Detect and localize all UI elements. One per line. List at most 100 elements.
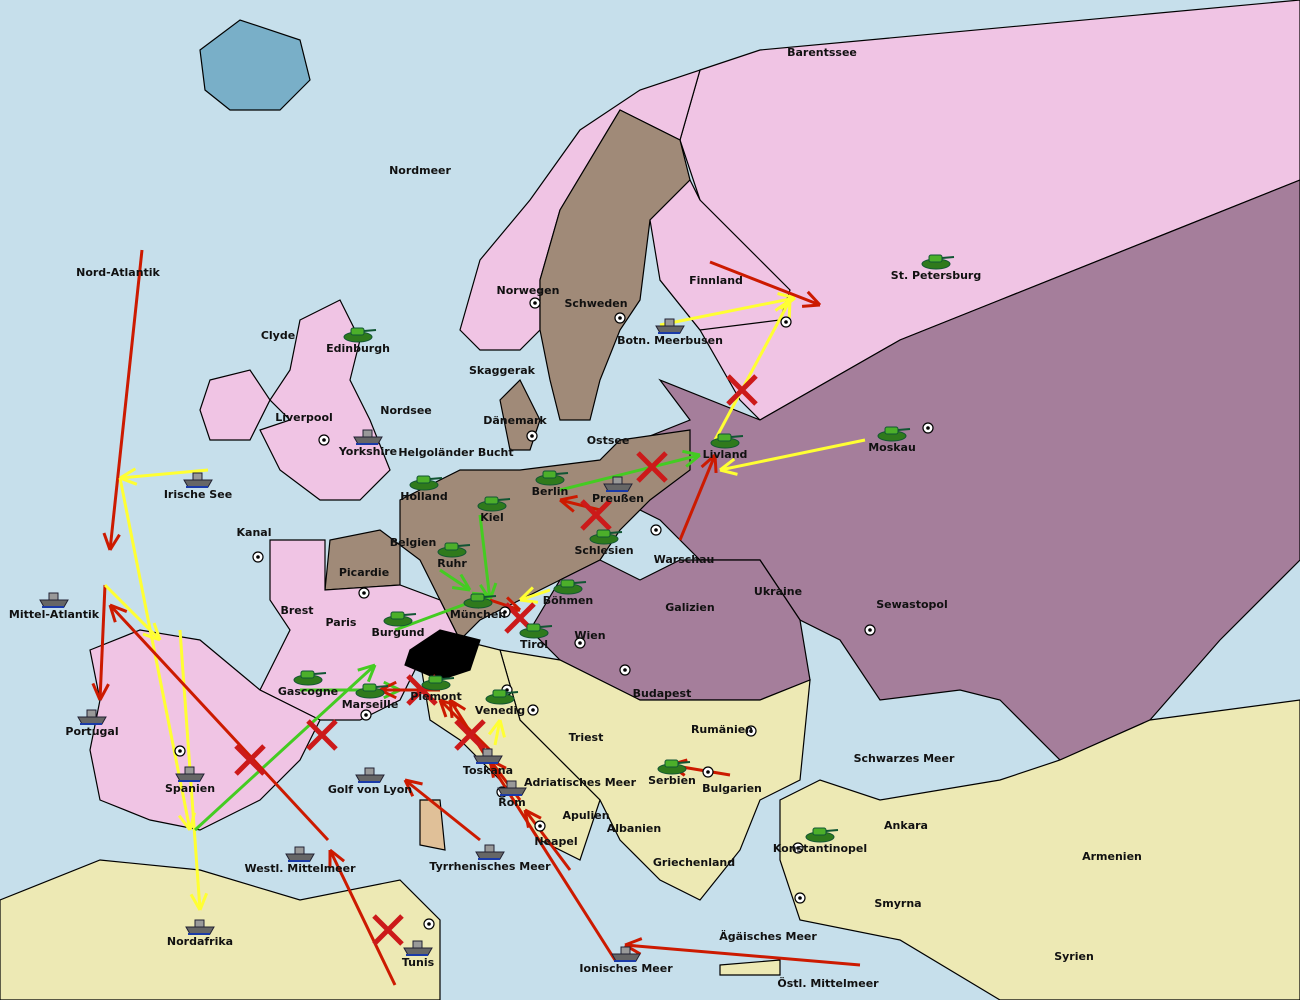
arrowhead: [498, 719, 506, 738]
army-tank-icon[interactable]: [657, 759, 691, 775]
province-label: Budapest: [633, 687, 692, 700]
arrowhead: [559, 498, 575, 513]
ship-hull: [655, 325, 685, 334]
fleet-ship-icon[interactable]: [403, 940, 433, 956]
tank-turret: [444, 542, 459, 551]
ship-tower: [364, 767, 375, 776]
fleet-ship-icon[interactable]: [77, 709, 107, 725]
move-order-line: [108, 249, 144, 551]
province-label: Bulgarien: [702, 782, 762, 795]
ship-hull: [39, 599, 69, 608]
tank-turret: [390, 611, 405, 620]
province-label: Sewastopol: [876, 598, 948, 611]
army-tank-icon[interactable]: [805, 827, 839, 843]
arrowhead: [700, 453, 717, 469]
ship-tower: [484, 844, 495, 853]
ireland: [199, 369, 271, 441]
arrowhead: [713, 454, 718, 474]
arrowhead: [438, 699, 448, 718]
ship-hull: [175, 773, 205, 782]
fleet-ship-icon[interactable]: [473, 748, 503, 764]
move-order-line: [98, 584, 107, 701]
province-label: Wien: [574, 629, 605, 642]
fleet-ship-icon[interactable]: [353, 429, 383, 445]
supply-center-dot: [256, 555, 260, 559]
army-tank-icon[interactable]: [343, 327, 377, 343]
army-tank-icon[interactable]: [421, 675, 455, 691]
army-tank-icon[interactable]: [553, 579, 587, 595]
province-label: Burgund: [371, 626, 424, 639]
army-tank-icon[interactable]: [463, 593, 497, 609]
support-order-line: [519, 588, 551, 602]
army-tank-icon[interactable]: [477, 496, 511, 512]
province-label: Tunis: [402, 956, 435, 969]
supply-center-dot: [578, 641, 582, 645]
italy: [419, 639, 601, 861]
fleet-ship-icon[interactable]: [611, 946, 641, 962]
province-label: Syrien: [1054, 950, 1094, 963]
province-label: Liverpool: [275, 411, 333, 424]
arrowhead: [459, 573, 472, 591]
army-tank-icon[interactable]: [877, 426, 911, 442]
army-tank-icon[interactable]: [437, 542, 471, 558]
army-tank-icon[interactable]: [355, 683, 389, 699]
support-order-line: [719, 438, 866, 472]
province-label: Nordafrika: [167, 935, 233, 948]
ship-tower: [612, 476, 623, 485]
army-tank-icon[interactable]: [293, 670, 327, 686]
fleet-ship-icon[interactable]: [285, 846, 315, 862]
arrowhead: [198, 892, 209, 911]
ship-hull: [77, 716, 107, 725]
supply-center-dot: [533, 301, 537, 305]
supply-center-dot: [427, 922, 431, 926]
province-label: Irische See: [164, 488, 232, 501]
province-label: Marseille: [342, 698, 399, 711]
army-tank-icon[interactable]: [519, 623, 553, 639]
supply-center-dot: [364, 713, 368, 717]
tank-turret: [717, 433, 732, 442]
province-label: Nord-Atlantik: [76, 266, 160, 279]
army-tank-icon[interactable]: [589, 529, 623, 545]
tank-barrel: [457, 544, 471, 547]
move-order-line: [523, 809, 572, 871]
province-label: Rom: [498, 796, 526, 809]
fleet-ship-icon[interactable]: [183, 472, 213, 488]
army-tank-icon[interactable]: [535, 470, 569, 486]
tank-turret: [542, 470, 557, 479]
fleet-ship-icon[interactable]: [655, 318, 685, 334]
army-tank-icon[interactable]: [485, 689, 519, 705]
fleet-ship-icon[interactable]: [39, 592, 69, 608]
ship-tower: [412, 940, 423, 949]
province-label: Botn. Meerbusen: [617, 334, 723, 347]
army-tank-icon[interactable]: [409, 475, 443, 491]
arrowhead: [152, 622, 162, 641]
convoy-order-line: [193, 663, 377, 832]
fleet-ship-icon[interactable]: [497, 780, 527, 796]
fleet-ship-icon[interactable]: [475, 844, 505, 860]
fleet-ship-icon[interactable]: [175, 766, 205, 782]
arrowhead: [91, 682, 102, 701]
province-label: Toskana: [463, 764, 513, 777]
army-tank-icon[interactable]: [710, 433, 744, 449]
arrowhead: [108, 604, 117, 623]
province-label: Paris: [326, 616, 357, 629]
tank-barrel: [375, 685, 389, 688]
province-label: Adriatisches Meer: [524, 776, 637, 789]
arrowhead: [777, 292, 796, 300]
tank-barrel: [441, 677, 455, 680]
arrowhead: [523, 809, 530, 828]
fleet-ship-icon[interactable]: [603, 476, 633, 492]
army-tank-icon[interactable]: [383, 611, 417, 627]
failed-order-cross-icon: [306, 719, 338, 751]
army-tank-icon[interactable]: [921, 254, 955, 270]
sweden: [539, 109, 691, 421]
fleet-ship-icon[interactable]: [185, 919, 215, 935]
crete: [719, 959, 781, 976]
fleet-ship-icon[interactable]: [355, 767, 385, 783]
province-label: Moskau: [868, 441, 916, 454]
failed-order-cross-icon: [726, 374, 758, 406]
tank-turret: [416, 475, 431, 484]
province-label: Gascogne: [278, 685, 338, 698]
